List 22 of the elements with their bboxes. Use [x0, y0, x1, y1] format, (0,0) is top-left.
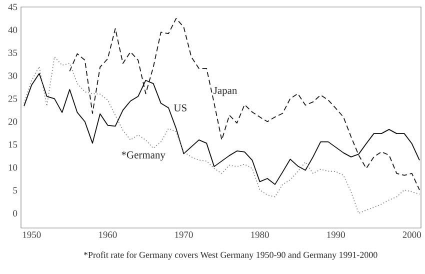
series-label: US [174, 104, 186, 112]
line-series [24, 73, 420, 185]
y-tick-label: 10 [8, 164, 18, 171]
series-label: *Germany [122, 151, 166, 161]
y-tick-label: 40 [8, 26, 18, 34]
y-tick-label: 5 [13, 187, 18, 194]
y-tick-label: 45 [8, 4, 18, 10]
y-tick-label: 15 [8, 141, 18, 148]
y-tick-label: 35 [8, 50, 18, 56]
y-tick-label: 0 [13, 210, 18, 217]
x-tick-label: 1950 [23, 232, 41, 238]
x-tick-label: 1980 [251, 232, 269, 238]
line-series [69, 18, 420, 190]
y-tick-label: 30 [8, 72, 18, 79]
series-label: Japan [214, 87, 238, 96]
y-tick-label: 20 [8, 118, 18, 125]
x-tick-label: 2000 [402, 232, 421, 238]
x-tick-label: 1970 [175, 232, 193, 238]
text: *Profit rate for Germany covers West Germany 1950-90 and Germany 1991-2000 [84, 252, 378, 260]
x-tick-label: 1960 [99, 232, 117, 238]
x-tick-label: 1990 [327, 232, 345, 238]
y-tick-label: 25 [8, 96, 18, 102]
